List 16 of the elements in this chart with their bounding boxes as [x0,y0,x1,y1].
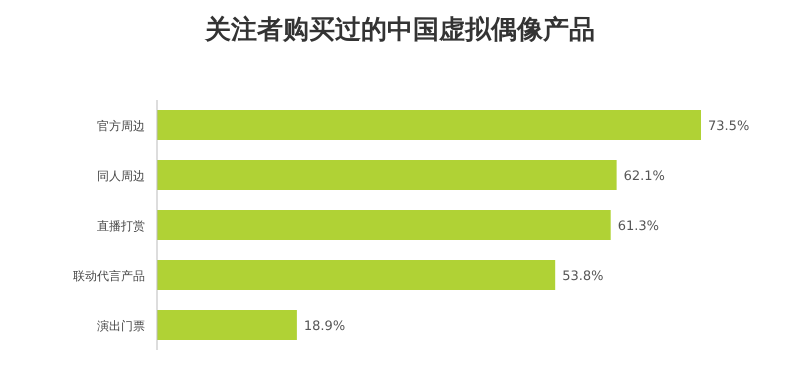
data-label: 73.5% [708,119,750,134]
bar [157,260,556,290]
y-tick-label: 直播打赏 [97,219,145,233]
bar [157,160,617,190]
data-label: 62.1% [624,169,665,184]
data-label: 53.8% [562,269,604,284]
chart-title: 关注者购买过的中国虚拟偶像产品 [204,15,595,45]
data-label: 61.3% [618,219,660,234]
bar [157,210,611,240]
y-tick-label: 官方周边 [97,119,145,133]
data-label: 18.9% [304,319,346,334]
y-tick-label: 演出门票 [97,319,145,333]
bar [157,110,701,140]
y-tick-label: 联动代言产品 [73,269,145,283]
y-tick-label: 同人周边 [97,169,145,183]
bar [157,310,297,340]
